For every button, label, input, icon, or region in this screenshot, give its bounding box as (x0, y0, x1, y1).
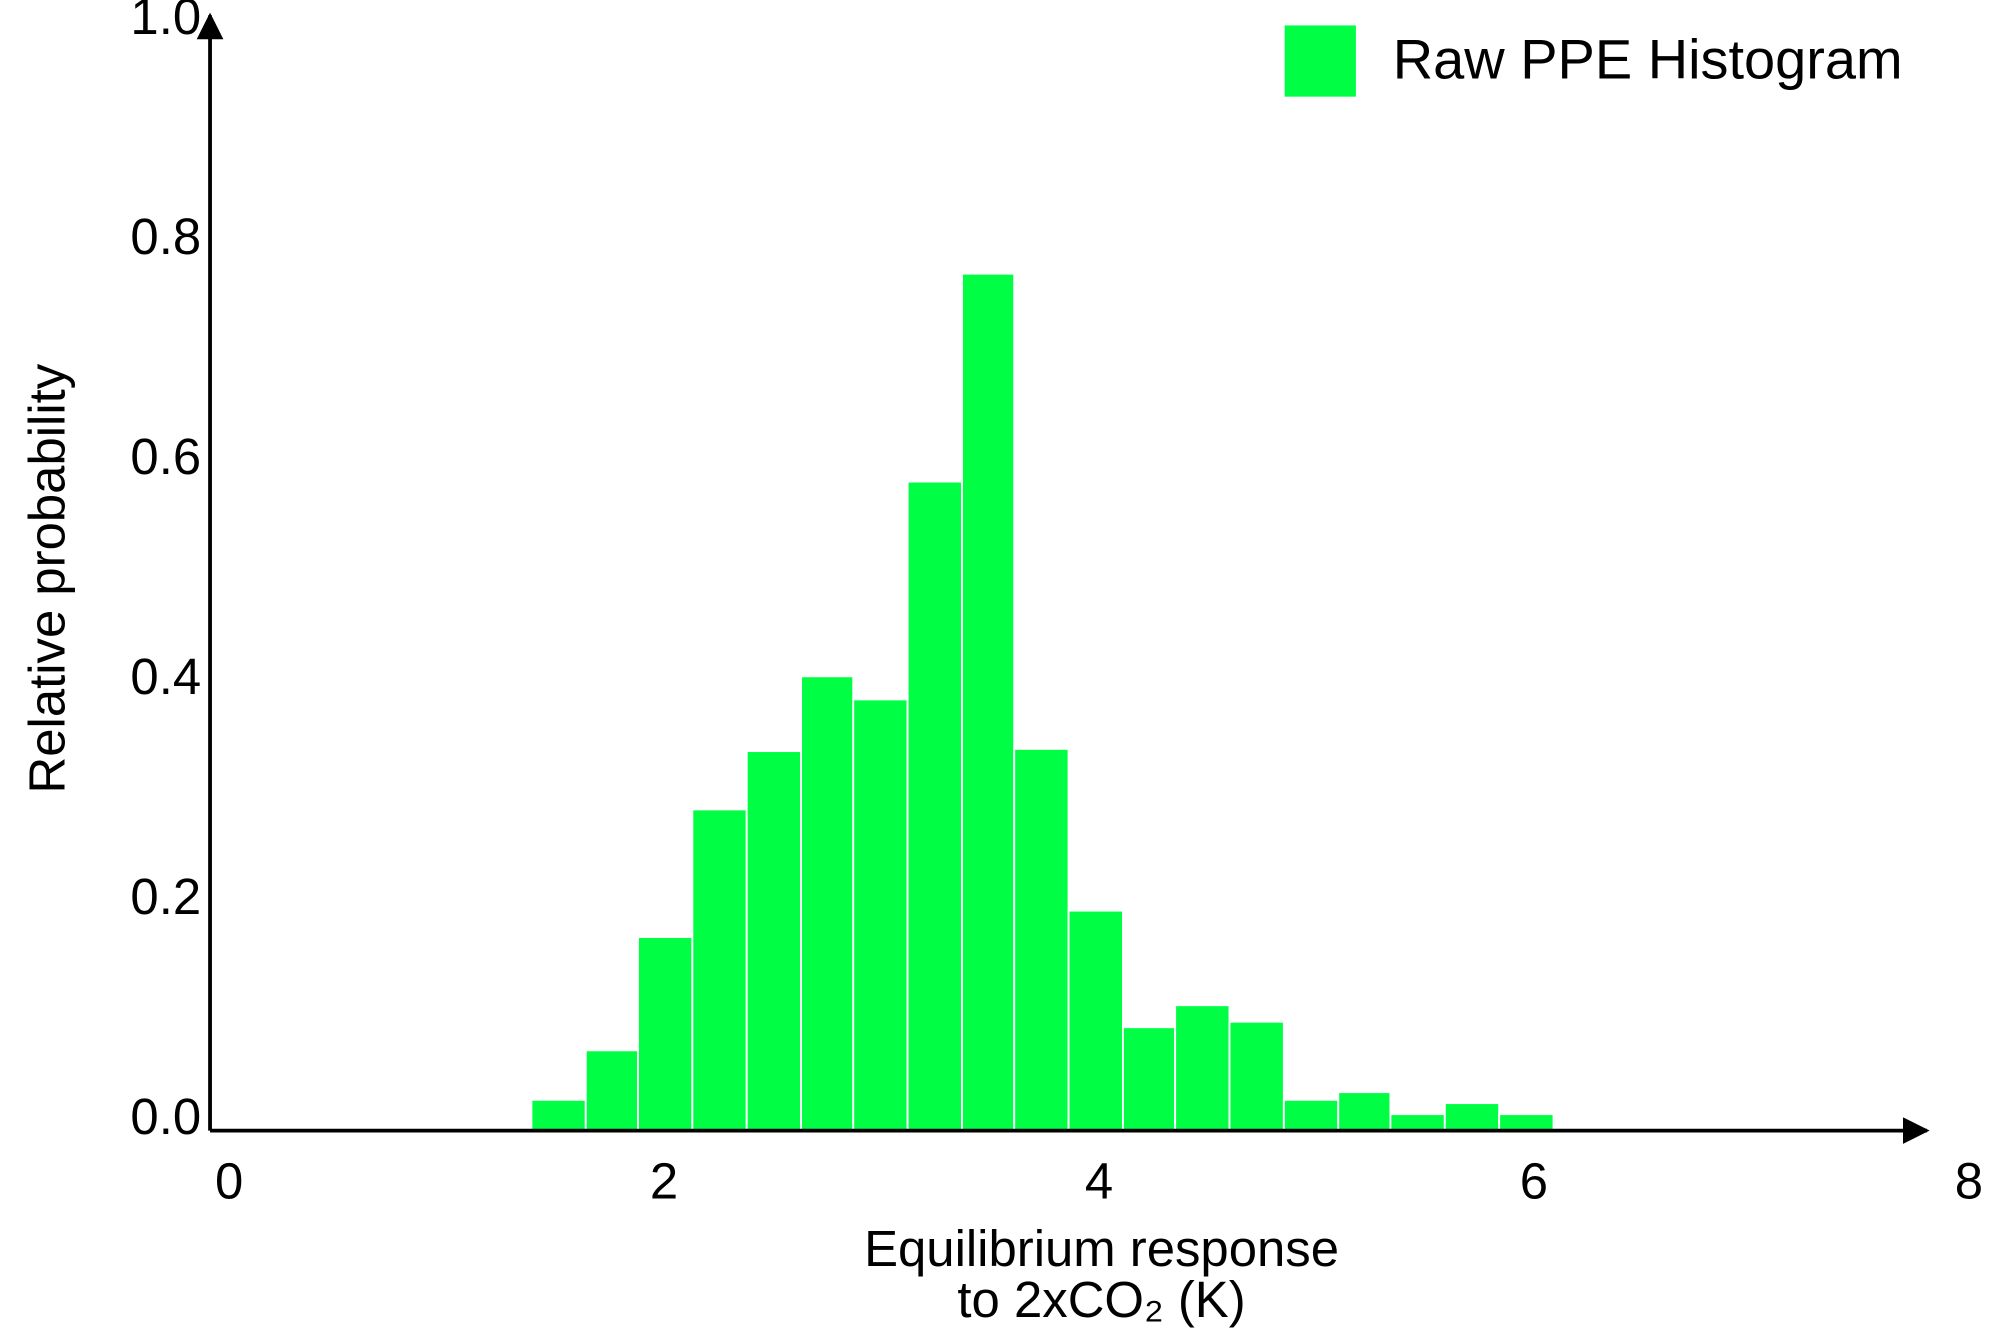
bar (852, 698, 909, 1132)
x-tick-label: 4 (1085, 1153, 1113, 1210)
bar (800, 675, 855, 1132)
y-tick-label: 0.0 (130, 1088, 201, 1145)
bar (1337, 1091, 1392, 1132)
y-tick-label: 0.2 (130, 868, 201, 925)
bars (530, 272, 1555, 1132)
bar (1013, 747, 1070, 1132)
bar (1282, 1098, 1340, 1132)
bar (1498, 1113, 1555, 1132)
bar (637, 936, 694, 1132)
x-axis-label: to 2xCO₂ (K) (957, 1271, 1245, 1328)
y-tick-label: 0.4 (130, 648, 201, 705)
legend-label: Raw PPE Histogram (1393, 27, 1903, 90)
x-tick-label: 8 (1955, 1153, 1983, 1210)
bar (961, 272, 1016, 1132)
bar (745, 750, 803, 1132)
x-tick-label: 2 (650, 1153, 678, 1210)
bar (906, 480, 963, 1132)
bar (691, 808, 748, 1132)
y-tick-label: 0.8 (130, 208, 201, 265)
y-tick-label: 0.6 (130, 428, 201, 485)
y-tick-label: 1.0 (130, 0, 201, 45)
bar (1121, 1026, 1177, 1132)
bar (584, 1049, 639, 1132)
bar (530, 1098, 587, 1132)
bar (1067, 909, 1124, 1132)
bar (1228, 1020, 1285, 1132)
x-tick-label: 6 (1520, 1153, 1548, 1210)
bar (1443, 1102, 1501, 1132)
legend-swatch (1284, 25, 1356, 97)
x-tick-label: 0 (215, 1153, 243, 1210)
bar (1389, 1113, 1446, 1132)
y-axis-label: Relative probability (19, 363, 76, 793)
x-axis-label: Equilibrium response (864, 1220, 1339, 1277)
bar (1174, 1004, 1231, 1132)
